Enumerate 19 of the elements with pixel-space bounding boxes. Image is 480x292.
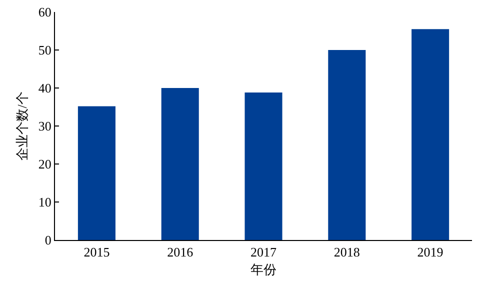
y-tick-label: 20 bbox=[38, 156, 52, 172]
y-tick-label: 60 bbox=[38, 4, 52, 20]
x-tick-label: 2016 bbox=[167, 244, 194, 260]
y-tick-label: 30 bbox=[38, 118, 52, 134]
x-tick-label: 2015 bbox=[84, 244, 110, 260]
y-tick-label: 50 bbox=[38, 42, 52, 58]
x-tick-label: 2017 bbox=[250, 244, 277, 260]
bar bbox=[161, 88, 199, 240]
bar bbox=[328, 50, 366, 240]
bar bbox=[412, 29, 450, 240]
bar bbox=[244, 92, 282, 240]
x-axis-title: 年份 bbox=[250, 262, 276, 278]
y-tick-label: 40 bbox=[38, 80, 52, 96]
y-tick-label: 0 bbox=[44, 232, 52, 248]
bar bbox=[78, 106, 116, 240]
x-tick-label: 2018 bbox=[334, 244, 360, 260]
x-tick-label: 2019 bbox=[417, 244, 444, 260]
y-tick-label: 10 bbox=[38, 194, 52, 210]
y-axis-title: 企业个数/个 bbox=[14, 92, 30, 160]
